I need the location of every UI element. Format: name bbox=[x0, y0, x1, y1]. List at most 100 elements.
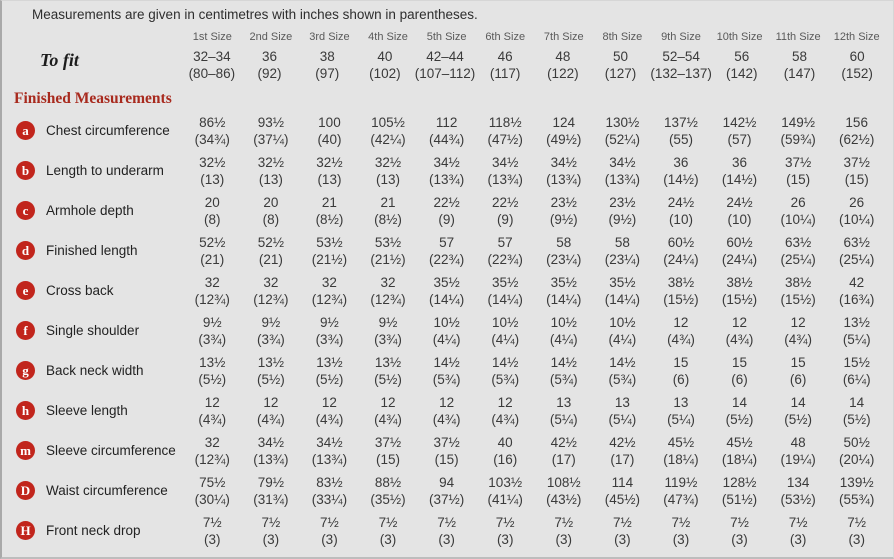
measurement-cell: 7½ (3) bbox=[594, 514, 651, 548]
cm-value: 14 bbox=[849, 395, 865, 410]
cm-value: 37½ bbox=[433, 435, 460, 450]
inch-value: (21) bbox=[258, 252, 283, 267]
cm-value: 118½ bbox=[488, 115, 522, 130]
inch-value: (25¼) bbox=[839, 252, 875, 267]
measurement-cell: 45½ (18¼) bbox=[711, 434, 768, 468]
cm-value: 42½ bbox=[609, 435, 636, 450]
cm-value: 60½ bbox=[726, 235, 753, 250]
measurement-cell: 58 (23¼) bbox=[594, 234, 651, 268]
cm-value: 13 bbox=[673, 395, 689, 410]
cm-value: 108½ bbox=[546, 475, 581, 490]
cm-value: 7½ bbox=[495, 515, 515, 530]
cm-value: 63½ bbox=[843, 235, 870, 250]
measurement-cell: 45½ (18¼) bbox=[653, 434, 710, 468]
cm-value: 20 bbox=[204, 195, 220, 210]
cm-value: 32½ bbox=[257, 155, 284, 170]
measurement-cell: 57 (22¾) bbox=[477, 234, 534, 268]
inch-value: (122) bbox=[547, 66, 579, 81]
inch-value: (8) bbox=[204, 212, 221, 227]
inch-value: (5½) bbox=[842, 412, 871, 427]
inch-value: (8) bbox=[262, 212, 280, 227]
measurement-cell: 112 (44¾) bbox=[418, 114, 475, 148]
inch-value: (23¼) bbox=[604, 252, 640, 267]
measurement-cell: 9½ (3¾) bbox=[243, 314, 300, 348]
row-label-cell: m Sleeve circumference bbox=[12, 434, 182, 460]
cm-value: 53½ bbox=[374, 235, 402, 250]
row-label: Length to underarm bbox=[46, 163, 164, 178]
measurement-cell: 57 (22¾) bbox=[418, 234, 475, 268]
cm-value: 9½ bbox=[202, 315, 222, 330]
inch-value: (107–112) bbox=[414, 66, 476, 81]
measurement-cell: 50½ (20¼) bbox=[828, 434, 885, 468]
cm-value: 112 bbox=[435, 115, 458, 130]
measurement-cell: 13½ (5½) bbox=[360, 354, 417, 388]
cm-value: 15 bbox=[790, 355, 806, 370]
measurement-cell: 128½ (51½) bbox=[711, 474, 768, 508]
inch-value: (5¼) bbox=[667, 412, 695, 427]
measurement-cell: 46 (117) bbox=[477, 48, 533, 82]
inch-value: (14¼) bbox=[428, 292, 465, 307]
inch-value: (45½) bbox=[604, 492, 640, 507]
inch-value: (3¾) bbox=[315, 332, 344, 347]
measurement-cell: 13½ (5¼) bbox=[828, 314, 885, 348]
inch-value: (3) bbox=[848, 532, 865, 547]
to-fit-label: To fit bbox=[40, 50, 79, 70]
cm-value: 9½ bbox=[378, 315, 398, 330]
measurement-cell: 14½ (5¾) bbox=[418, 354, 475, 388]
inch-value: (9½) bbox=[608, 212, 637, 227]
cm-value: 15½ bbox=[843, 355, 870, 370]
inch-value: (59¾) bbox=[780, 132, 816, 147]
inch-value: (25¼) bbox=[780, 252, 816, 267]
measurement-cell: 32½ (13) bbox=[360, 154, 417, 188]
inch-value: (4¾) bbox=[374, 412, 402, 427]
measurement-cell: 124 (49½) bbox=[535, 114, 592, 148]
inch-value: (30¼) bbox=[194, 492, 230, 507]
measurement-cell: 36 (14½) bbox=[711, 154, 768, 188]
cm-value: 35½ bbox=[492, 275, 519, 290]
measurement-cell: 10½ (4¼) bbox=[418, 314, 475, 348]
table-row: H Front neck drop 7½ (3) 7½ (3) 7½ (3) 7½ (3) 7½ (3… bbox=[12, 514, 885, 548]
inch-value: (4¾) bbox=[256, 412, 285, 427]
inch-value: (10) bbox=[668, 212, 693, 227]
cm-value: 58 bbox=[556, 235, 572, 250]
cm-value: 60 bbox=[849, 49, 865, 64]
inch-value: (5½) bbox=[256, 372, 285, 387]
inch-value: (21½) bbox=[311, 252, 348, 267]
table-row: d Finished length 52½ (21) 52½ (21) 53½ (21½) 53… bbox=[12, 234, 885, 268]
inch-value: (47½) bbox=[487, 132, 523, 147]
row-letter-badge: c bbox=[16, 201, 35, 220]
measurement-cell: 15½ (6¼) bbox=[828, 354, 885, 388]
inch-value: (13¾) bbox=[311, 452, 348, 467]
inch-value: (3¾) bbox=[256, 332, 285, 347]
cm-value: 45½ bbox=[667, 435, 695, 450]
row-letter-badge: a bbox=[16, 121, 35, 140]
measurement-cell: 48 (19¼) bbox=[770, 434, 827, 468]
measurement-cell: 7½ (3) bbox=[653, 514, 710, 548]
measurement-cell: 12 (4¾) bbox=[243, 394, 300, 428]
cm-value: 23½ bbox=[550, 195, 577, 210]
cm-value: 36 bbox=[673, 155, 689, 170]
inch-value: (33¼) bbox=[311, 492, 348, 507]
row-label-cell: c Armhole depth bbox=[12, 194, 182, 220]
row-label-cell: b Length to underarm bbox=[12, 154, 182, 180]
cm-value: 22½ bbox=[433, 195, 460, 210]
inch-value: (13) bbox=[317, 172, 342, 187]
inch-value: (15) bbox=[376, 452, 401, 467]
inch-value: (117) bbox=[489, 66, 521, 81]
measurements-table: a Chest circumference 86½ (34¾) 93½ (37¼) 100 (… bbox=[12, 114, 885, 548]
cm-value: 53½ bbox=[316, 235, 343, 250]
cm-value: 57 bbox=[497, 235, 513, 250]
measurement-cell: 38 (97) bbox=[299, 48, 355, 82]
cm-value: 63½ bbox=[784, 235, 812, 250]
measurement-cell: 42 (16¾) bbox=[828, 274, 885, 308]
cm-value: 24½ bbox=[667, 195, 695, 210]
inch-value: (5¾) bbox=[491, 372, 520, 387]
size-header-row: 1st Size 2nd Size 3rd Size 4th Size 5th Size… bbox=[12, 29, 885, 43]
inch-value: (55) bbox=[668, 132, 693, 147]
inch-value: (47¾) bbox=[663, 492, 699, 507]
cm-value: 12 bbox=[380, 395, 396, 410]
row-label: Front neck drop bbox=[46, 523, 141, 538]
measurement-cell: 63½ (25¼) bbox=[828, 234, 885, 268]
inch-value: (31¾) bbox=[253, 492, 289, 507]
cm-value: 38½ bbox=[667, 275, 695, 290]
